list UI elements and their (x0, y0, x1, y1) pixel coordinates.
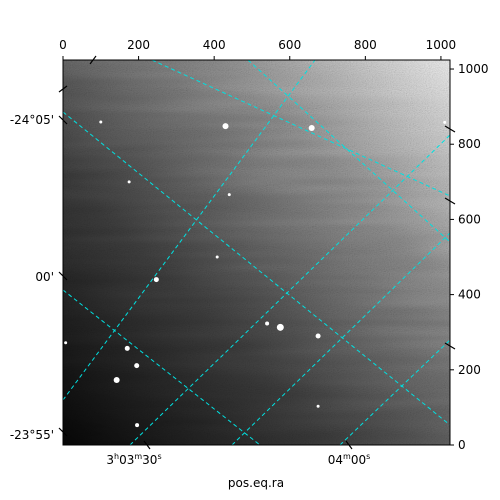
ra-grid-line (151, 60, 450, 197)
world-axis-ticks (58, 55, 456, 450)
sky-image (63, 60, 450, 445)
star-point (127, 180, 131, 184)
star-point (265, 321, 270, 326)
star-point (315, 333, 321, 339)
world-coordinate-grid (63, 60, 450, 445)
dec-grid-line (129, 134, 450, 445)
star-point (222, 123, 229, 130)
star-point (113, 376, 120, 383)
star-point (215, 255, 219, 259)
y-tick-label: 600 (458, 212, 481, 226)
dec-tick-label: 00' (35, 270, 54, 284)
star-point (134, 363, 140, 369)
star-point (99, 120, 103, 124)
star-point (276, 323, 284, 331)
ra-grid-line (247, 60, 450, 243)
y-tick-label: 400 (458, 288, 481, 302)
dec-tick-label: -23°55' (10, 428, 54, 442)
x-tick-label: 800 (354, 38, 377, 52)
top-pixel-axis: 0 200 400 600 800 1000 (59, 38, 456, 60)
ra-grid-line (63, 111, 450, 426)
dec-grid-line (231, 232, 450, 445)
star-point (443, 120, 447, 124)
dec-tick-label: -24°05' (10, 113, 54, 127)
y-tick-label: 1000 (458, 62, 489, 76)
star-point (124, 345, 130, 351)
dec-grid-line (63, 60, 316, 401)
star-point (308, 125, 315, 132)
axes-frame (62, 59, 451, 446)
x-axis-label: pos.eq.ra (228, 476, 284, 490)
x-tick-label: 400 (203, 38, 226, 52)
ra-tick-label: 3h03m30s (106, 452, 161, 467)
star-markers (64, 120, 447, 428)
x-tick-label: 600 (278, 38, 301, 52)
star-point (153, 277, 159, 283)
dec-grid-line (339, 339, 450, 445)
y-tick-label: 0 (458, 438, 466, 452)
ra-tick-label: 04m00s (328, 452, 371, 467)
right-pixel-axis: 0 200 400 600 800 1000 (450, 62, 489, 452)
star-point (316, 404, 320, 408)
x-tick-label: 1000 (426, 38, 457, 52)
x-tick-label: 0 (59, 38, 67, 52)
star-point (64, 341, 68, 345)
y-tick-label: 800 (458, 137, 481, 151)
star-point (227, 193, 231, 197)
x-tick-label: 200 (127, 38, 150, 52)
y-tick-label: 200 (458, 363, 481, 377)
star-point (135, 423, 140, 428)
